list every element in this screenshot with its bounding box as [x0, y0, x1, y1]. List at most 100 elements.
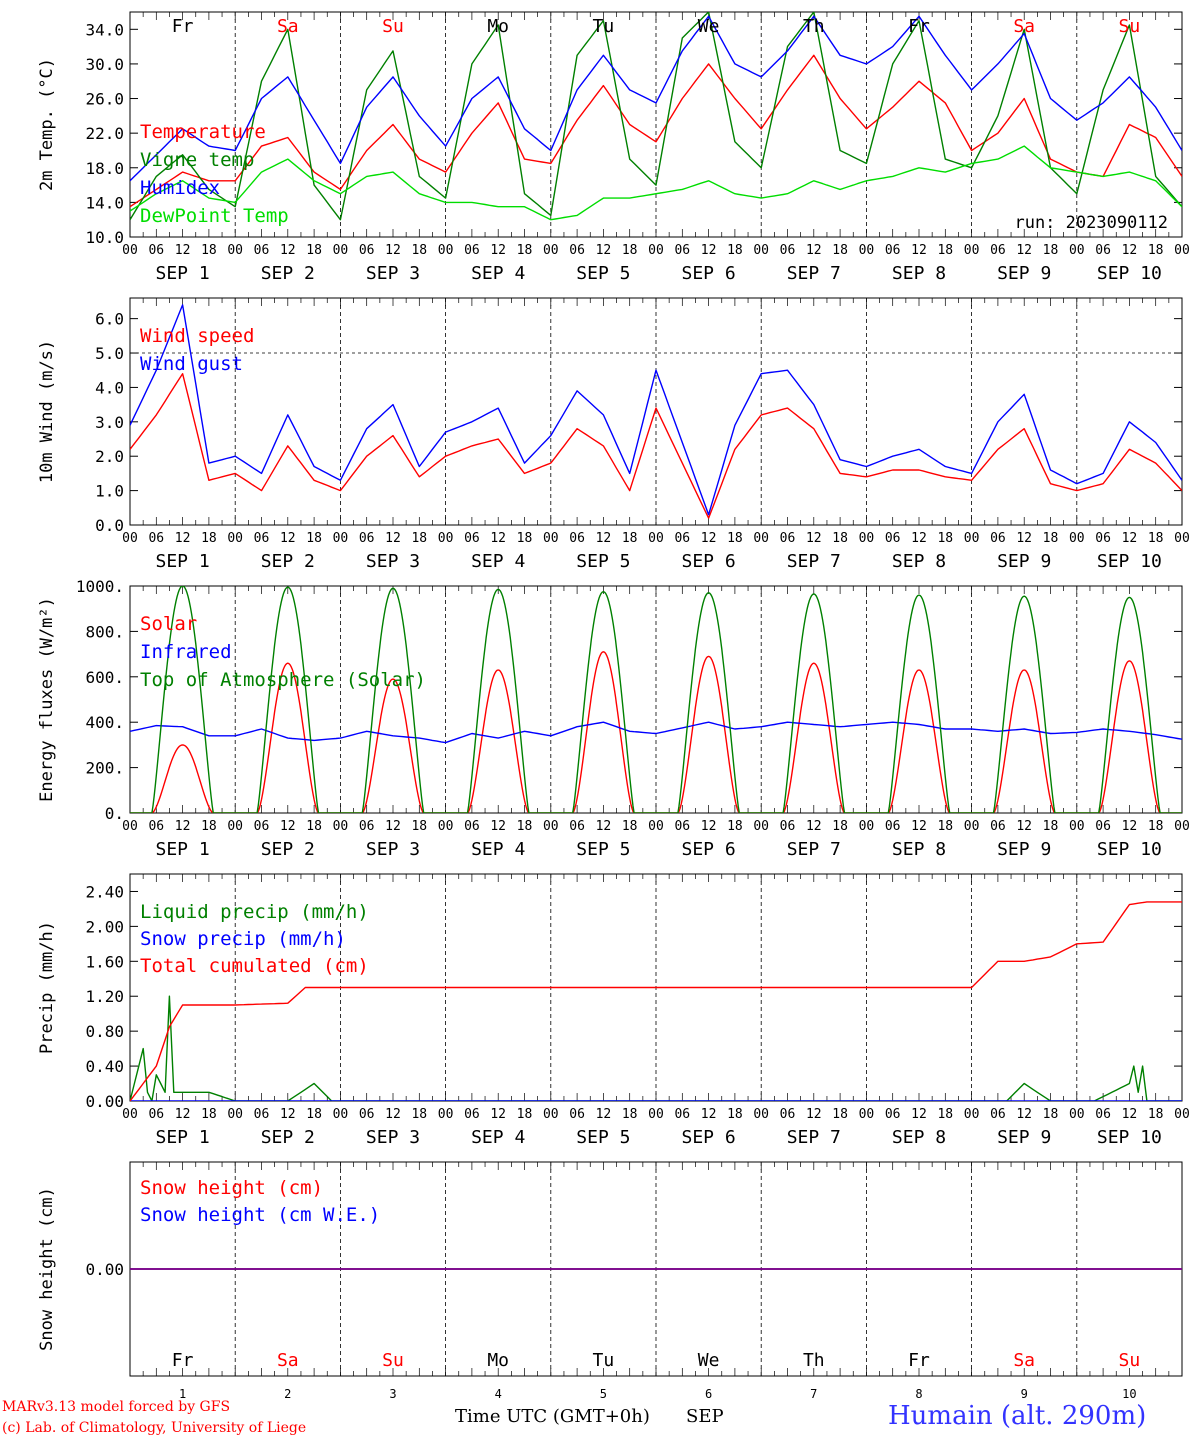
- x-tick-label: 06: [780, 243, 796, 258]
- x-tick-label: 12: [596, 1107, 612, 1122]
- x-tick-label: 12: [1016, 531, 1032, 546]
- x-tick-label: 12: [701, 243, 717, 258]
- x-tick-label: 00: [1069, 819, 1085, 834]
- date-label: SEP 3: [366, 551, 420, 572]
- x-tick-label: 00: [438, 531, 454, 546]
- x-tick-label: 00: [122, 243, 138, 258]
- x-tick-label: 00: [964, 1107, 980, 1122]
- day-name-top: Su: [382, 16, 404, 37]
- series-wind-speed: [130, 373, 1182, 519]
- series-temperature: [130, 54, 1182, 208]
- x-tick-label: 18: [201, 819, 217, 834]
- day-name-top: Mo: [487, 16, 509, 37]
- y-tick-label: 30.0: [85, 55, 124, 74]
- series-group: [130, 586, 1182, 813]
- x-tick-label: 00: [1174, 819, 1190, 834]
- x-tick-label: 12: [490, 819, 506, 834]
- x-tick-label: 00: [859, 243, 875, 258]
- x-tick-label: 06: [674, 1107, 690, 1122]
- y-tick-label: 10.0: [85, 228, 124, 247]
- day-name-bottom: Fr: [908, 1350, 930, 1371]
- x-tick-label: 06: [1095, 243, 1111, 258]
- x-tick-label: 18: [517, 243, 533, 258]
- x-tick-label: 18: [306, 819, 322, 834]
- x-tick-label: 18: [622, 1107, 638, 1122]
- x-tick-label: 00: [753, 1107, 769, 1122]
- x-tick-label: 00: [333, 1107, 349, 1122]
- legend-vigne-temp: Vigne temp: [140, 149, 254, 171]
- date-label: SEP 9: [997, 551, 1051, 572]
- x-tick-label: 12: [1016, 819, 1032, 834]
- panel-energy: 0. 200. 400. 600. 800. 1000. Energy fluxes (W/…: [37, 577, 1190, 860]
- date-label: SEP 9: [997, 263, 1051, 284]
- date-label: SEP 1: [156, 839, 210, 860]
- date-label: SEP 4: [471, 551, 525, 572]
- x-tick-label: 00: [438, 819, 454, 834]
- x-tick-label: 06: [780, 1107, 796, 1122]
- x-tick-label: 06: [148, 1107, 164, 1122]
- x-tick-label: 06: [359, 243, 375, 258]
- legend-humidex: Humidex: [140, 177, 220, 199]
- date-label: SEP 2: [261, 551, 315, 572]
- date-label: SEP 4: [471, 1127, 525, 1148]
- y-axis-label: Snow height (cm): [37, 1187, 57, 1351]
- series-humidex: [130, 15, 1182, 182]
- date-label: SEP 2: [261, 1127, 315, 1148]
- day-number: 3: [389, 1387, 396, 1401]
- x-tick-label: 12: [385, 243, 401, 258]
- x-tick-label: 12: [280, 819, 296, 834]
- x-tick-label: 18: [1148, 819, 1164, 834]
- x-tick-label: 12: [1016, 1107, 1032, 1122]
- legend-liquid-precip-mm-h: Liquid precip (mm/h): [140, 901, 369, 923]
- date-label: SEP 8: [892, 1127, 946, 1148]
- x-tick-label: 18: [201, 1107, 217, 1122]
- date-label: SEP 5: [576, 551, 630, 572]
- x-tick-label: 06: [990, 1107, 1006, 1122]
- x-tick-label: 12: [385, 531, 401, 546]
- x-tick-label: 18: [201, 531, 217, 546]
- x-tick-label: 06: [1095, 531, 1111, 546]
- day-name-bottom: We: [698, 1350, 720, 1371]
- x-tick-label: 06: [464, 1107, 480, 1122]
- x-tick-label: 18: [1043, 531, 1059, 546]
- x-tick-label: 00: [227, 243, 243, 258]
- x-tick-label: 06: [780, 531, 796, 546]
- day-name-top: Sa: [1013, 16, 1035, 37]
- y-tick-label: 2.40: [85, 882, 124, 901]
- x-tick-label: 18: [832, 243, 848, 258]
- x-tick-label: 00: [1174, 243, 1190, 258]
- x-tick-label: 00: [333, 819, 349, 834]
- x-tick-label: 18: [1043, 819, 1059, 834]
- x-tick-label: 18: [832, 1107, 848, 1122]
- x-tick-label: 18: [727, 819, 743, 834]
- x-tick-label: 06: [464, 531, 480, 546]
- x-tick-label: 00: [543, 531, 559, 546]
- y-tick-label: 6.0: [95, 310, 124, 329]
- day-name-bottom: Sa: [277, 1350, 299, 1371]
- day-name-top: Th: [803, 16, 825, 37]
- day-name-bottom: Tu: [593, 1350, 615, 1371]
- date-label: SEP 4: [471, 839, 525, 860]
- y-axis-label: Precip (mm/h): [37, 921, 57, 1054]
- date-label: SEP 5: [576, 263, 630, 284]
- x-tick-label: 18: [411, 531, 427, 546]
- x-tick-label: 18: [937, 531, 953, 546]
- y-tick-label: 0.: [105, 804, 124, 823]
- legend-wind-gust: Wind gust: [140, 353, 243, 375]
- legend-snow-precip-mm-h: Snow precip (mm/h): [140, 928, 346, 950]
- x-tick-label: 12: [1122, 243, 1138, 258]
- date-label: SEP 10: [1097, 839, 1162, 860]
- y-tick-label: 2.0: [95, 447, 124, 466]
- x-tick-label: 18: [411, 243, 427, 258]
- y-axis-label: 2m Temp. (°C): [37, 58, 57, 191]
- x-tick-label: 00: [859, 1107, 875, 1122]
- x-tick-label: 00: [648, 243, 664, 258]
- x-tick-label: 00: [227, 1107, 243, 1122]
- x-tick-label: 06: [359, 1107, 375, 1122]
- x-tick-label: 12: [385, 1107, 401, 1122]
- x-tick-label: 12: [596, 819, 612, 834]
- y-tick-label: 18.0: [85, 159, 124, 178]
- y-tick-label: 1.60: [85, 952, 124, 971]
- x-tick-label: 12: [911, 531, 927, 546]
